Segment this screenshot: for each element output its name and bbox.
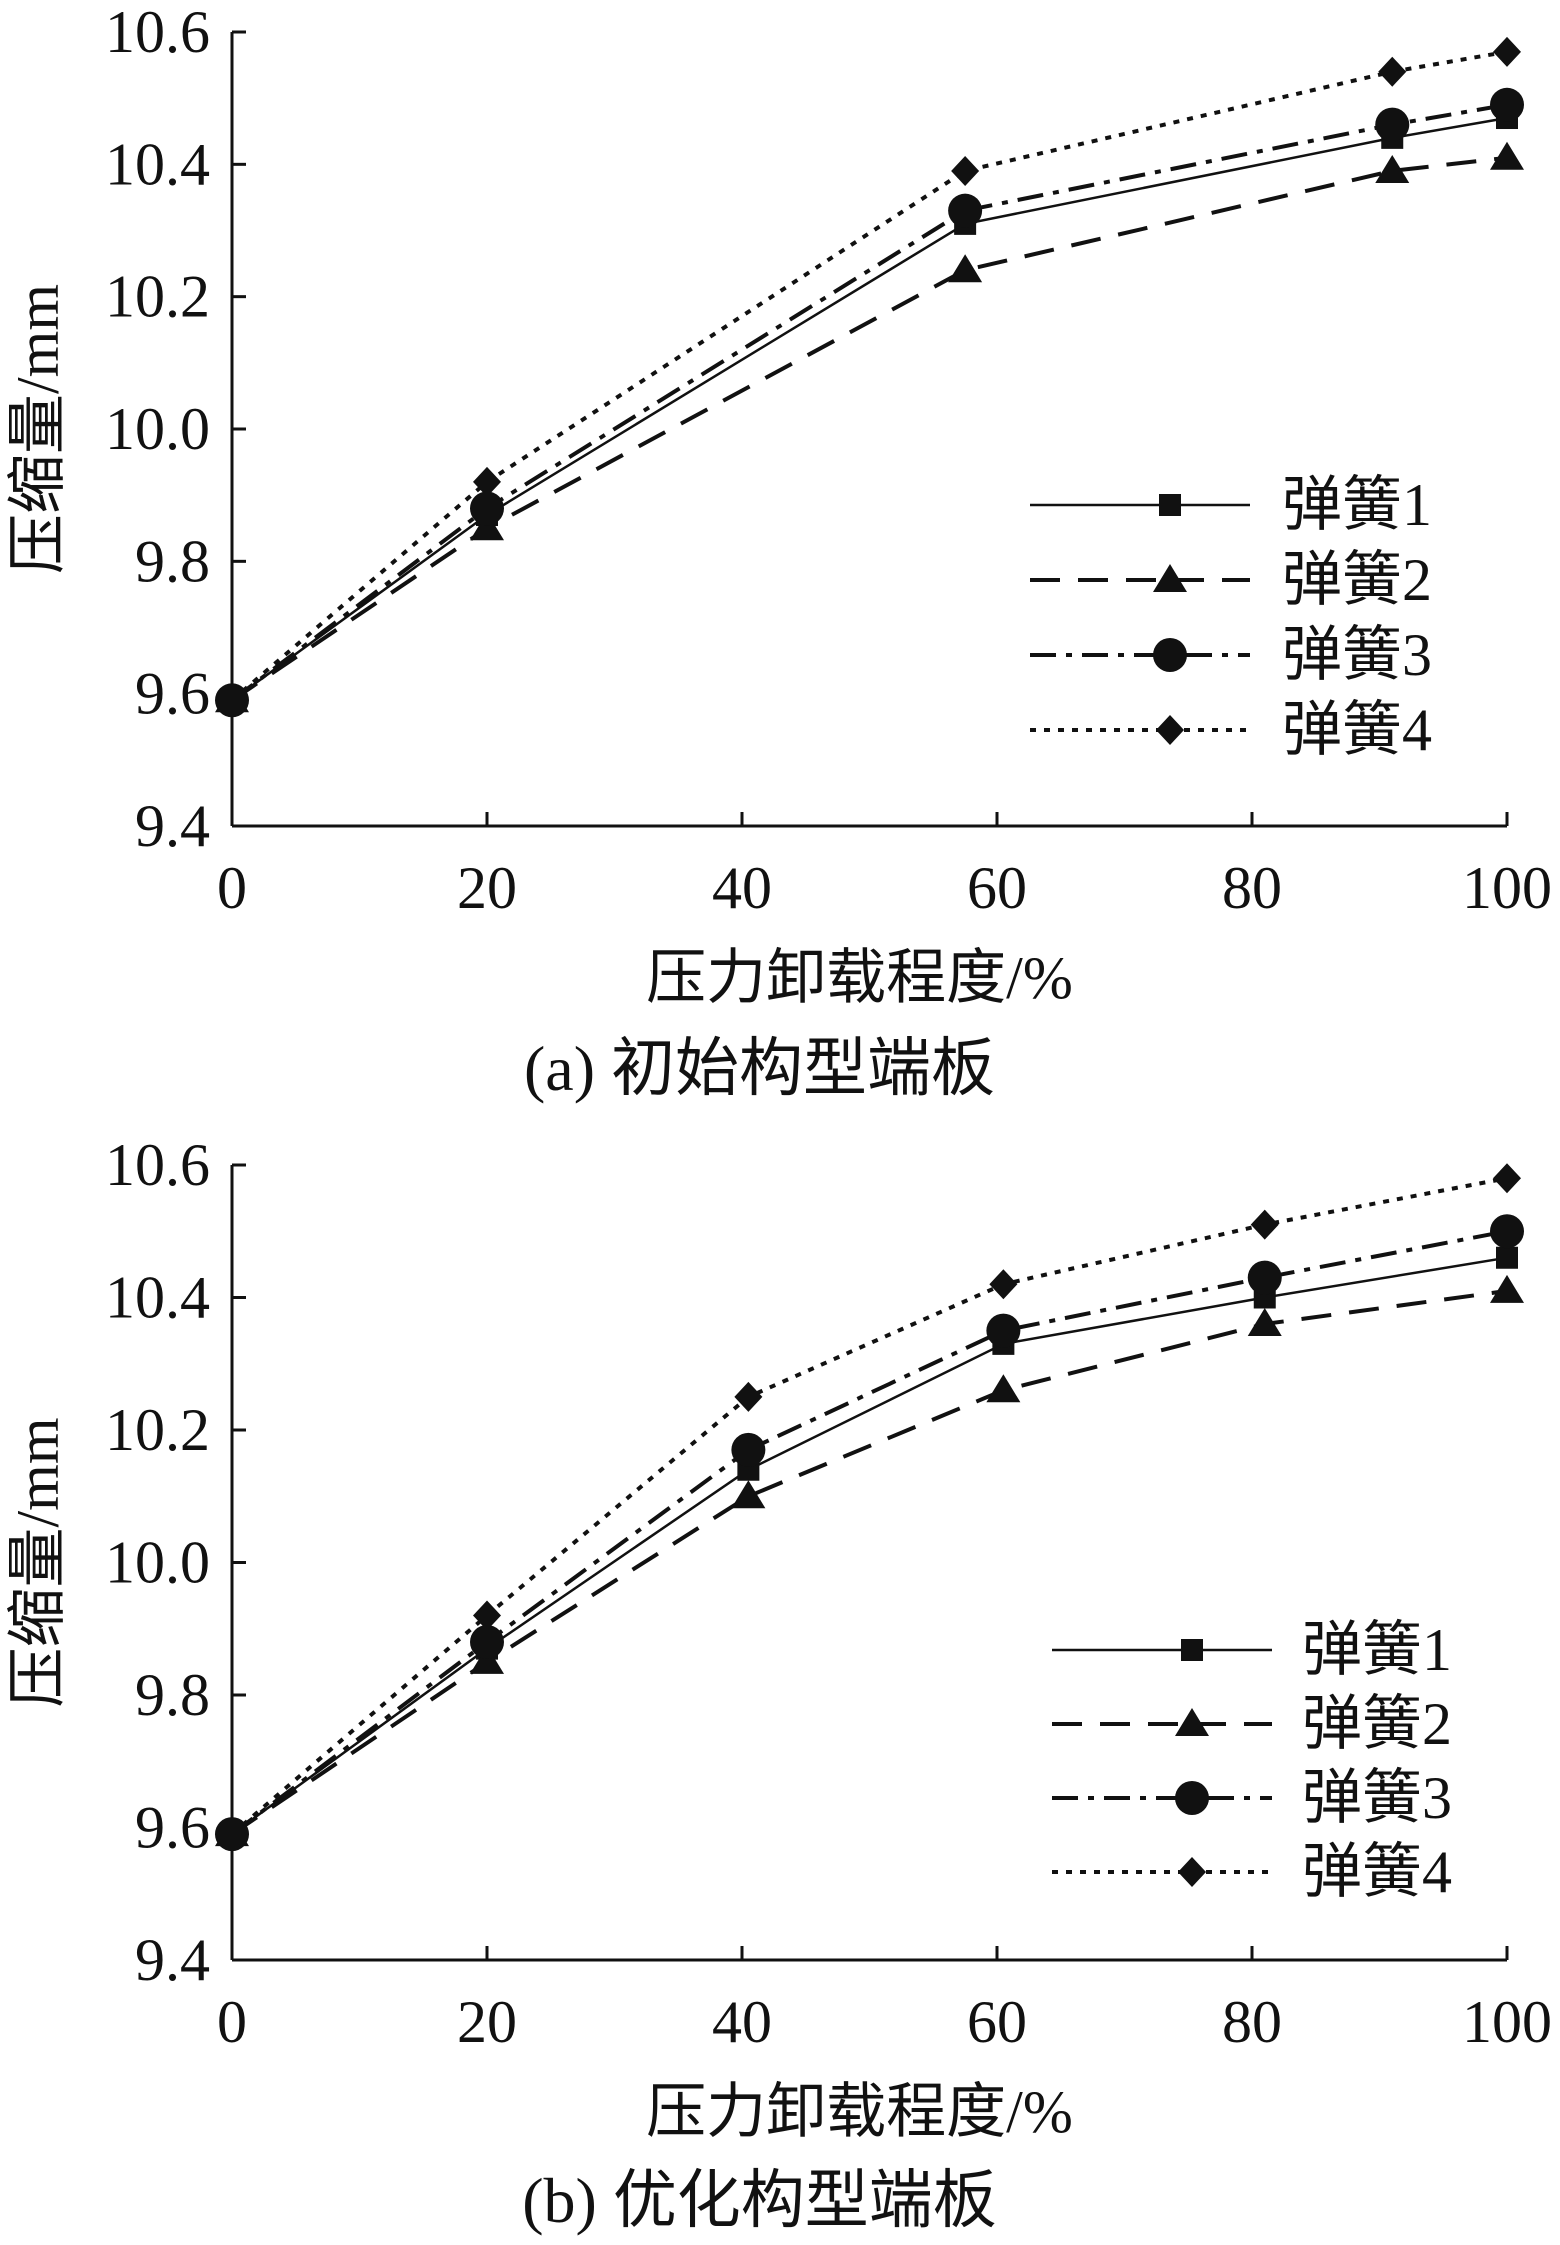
panel-caption: (a) 初始构型端板 xyxy=(524,1033,995,1104)
data-point xyxy=(470,491,504,526)
x-tick-label: 60 xyxy=(967,855,1027,921)
legend-label: 弹簧1 xyxy=(1302,1617,1452,1683)
y-tick-label: 10.4 xyxy=(105,1265,210,1331)
data-point xyxy=(1490,141,1524,170)
data-point xyxy=(473,466,501,497)
legend-label: 弹簧3 xyxy=(1282,622,1432,688)
legend-label: 弹簧4 xyxy=(1282,697,1432,763)
chart-panel-1: 9.4 9.6 9.8 10.0 10.2 10.4 10.6 0 20 40 60 80 100 压力卸… xyxy=(5,0,1552,1104)
series-line xyxy=(230,102,1508,702)
data-point xyxy=(948,254,983,283)
y-tick-label: 10.2 xyxy=(105,264,210,330)
data-point xyxy=(1247,1260,1282,1295)
data-point xyxy=(1490,1214,1524,1249)
data-point xyxy=(986,1374,1021,1403)
x-tick-label: 40 xyxy=(712,855,772,921)
y-tick-label: 9.4 xyxy=(135,793,210,859)
x-tick-label: 60 xyxy=(967,1989,1027,2055)
y-axis-title: 压缩量/mm xyxy=(5,1417,71,1707)
data-point xyxy=(1375,154,1410,183)
x-tick-label: 80 xyxy=(1222,855,1282,921)
x-tick-label: 40 xyxy=(712,1989,772,2055)
data-point xyxy=(948,193,983,228)
data-point xyxy=(1496,1246,1518,1269)
data-point xyxy=(1490,87,1524,122)
legend-label: 弹簧4 xyxy=(1302,1839,1452,1905)
x-tick-label: 20 xyxy=(457,1989,517,2055)
x-tick-label: 100 xyxy=(1462,1989,1552,2055)
data-point xyxy=(1375,107,1410,142)
legend-marker xyxy=(1159,494,1181,516)
y-tick-label: 9.8 xyxy=(135,528,210,594)
data-point xyxy=(986,1313,1021,1348)
data-point xyxy=(1250,1209,1279,1240)
y-tick-label: 10.4 xyxy=(105,131,210,197)
data-point xyxy=(731,1480,766,1509)
y-tick-label: 10.2 xyxy=(105,1397,210,1463)
legend-marker xyxy=(1153,638,1187,672)
legend-label: 弹簧2 xyxy=(1302,1691,1452,1757)
data-point xyxy=(1247,1308,1282,1336)
x-tick-label: 0 xyxy=(217,1989,247,2055)
series-1 xyxy=(221,107,1518,712)
y-tick-label: 9.4 xyxy=(135,1927,210,1993)
data-point xyxy=(1493,36,1521,67)
data-point xyxy=(989,1269,1018,1300)
series-4 xyxy=(218,1163,1521,1850)
x-axis-title: 压力卸载程度/% xyxy=(646,945,1073,1011)
data-point xyxy=(470,1625,504,1659)
y-tick-label: 10.0 xyxy=(105,1530,210,1596)
series-3 xyxy=(215,1214,1524,1852)
y-tick-label: 10.6 xyxy=(105,1132,210,1198)
data-point xyxy=(1378,56,1407,87)
x-tick-label: 80 xyxy=(1222,1989,1282,2055)
y-axis-title: 压缩量/mm xyxy=(5,284,71,574)
legend-marker xyxy=(1175,1781,1209,1815)
series-2 xyxy=(215,1274,1524,1847)
legend-label: 弹簧2 xyxy=(1282,547,1432,613)
y-tick-label: 10.0 xyxy=(105,396,210,462)
legend-marker xyxy=(1181,1639,1203,1661)
y-tick-label: 9.8 xyxy=(135,1662,210,1728)
data-point xyxy=(731,1432,766,1467)
legend: 弹簧1 弹簧2 弹簧3 弹簧4 xyxy=(1030,472,1432,763)
series-line xyxy=(230,155,1508,702)
data-point xyxy=(1493,1163,1521,1194)
legend: 弹簧1 弹簧2 弹簧3 弹簧4 xyxy=(1052,1617,1452,1905)
data-point xyxy=(734,1381,763,1412)
series-line xyxy=(230,1229,1508,1836)
chart-panel-2: 9.4 9.6 9.8 10.0 10.2 10.4 10.6 0 20 40 60 80 100 压力卸… xyxy=(5,1132,1552,2236)
data-point xyxy=(473,1600,501,1631)
panel-caption: (b) 优化构型端板 xyxy=(522,2165,997,2236)
legend-marker xyxy=(1175,1708,1209,1736)
data-point xyxy=(218,685,246,716)
legend-marker xyxy=(1156,715,1184,745)
y-tick-label: 10.6 xyxy=(105,0,210,65)
x-tick-label: 0 xyxy=(217,855,247,921)
x-axis-title: 压力卸载程度/% xyxy=(646,2079,1073,2145)
data-point xyxy=(951,155,980,186)
data-point xyxy=(470,512,504,541)
y-tick-label: 9.6 xyxy=(135,1795,210,1861)
legend-label: 弹簧1 xyxy=(1282,472,1432,538)
series-line xyxy=(230,1288,1508,1836)
series-line xyxy=(231,1256,1508,1836)
legend-label: 弹簧3 xyxy=(1302,1765,1452,1831)
legend-marker xyxy=(1178,1857,1206,1887)
legend-marker xyxy=(1153,564,1187,592)
series-4 xyxy=(218,36,1521,716)
series-line xyxy=(230,1176,1508,1836)
x-tick-label: 100 xyxy=(1462,855,1552,921)
data-point xyxy=(218,1819,246,1850)
y-tick-label: 9.6 xyxy=(135,661,210,727)
data-point xyxy=(470,1645,504,1674)
data-point xyxy=(1490,1274,1524,1303)
x-tick-label: 20 xyxy=(457,855,517,921)
